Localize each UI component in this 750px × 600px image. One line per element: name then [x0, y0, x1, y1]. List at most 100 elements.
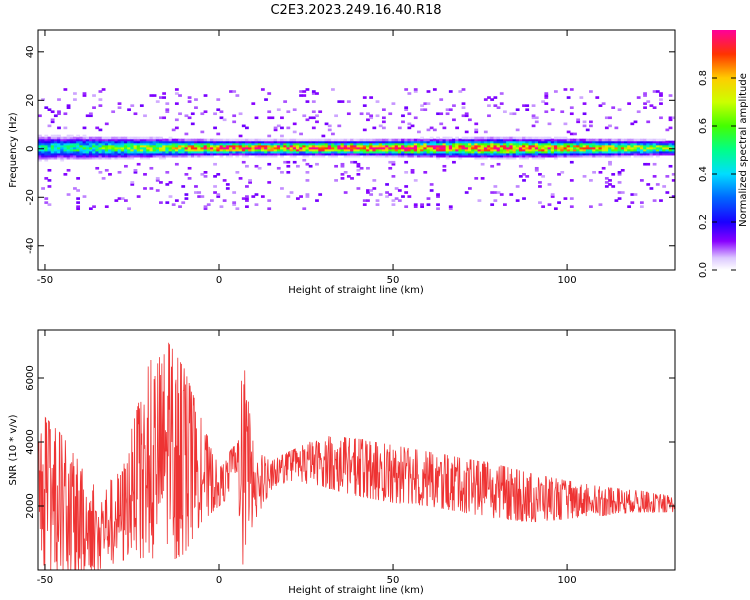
- heatmap-cell: [493, 156, 498, 160]
- heatmap-cell: [439, 138, 444, 142]
- heatmap-cell: [136, 144, 141, 148]
- heatmap-cell: [241, 124, 246, 128]
- heatmap-cell: [506, 142, 510, 146]
- heatmap-cell: [174, 142, 179, 146]
- heatmap-cell: [471, 154, 475, 158]
- heatmap-cell: [372, 150, 377, 154]
- heatmap-cell: [547, 136, 552, 140]
- heatmap-cell: [66, 148, 71, 152]
- heatmap-cell: [404, 108, 409, 111]
- heatmap-cell: [598, 138, 603, 142]
- heatmap-cell: [487, 142, 491, 146]
- heatmap-cell: [388, 112, 393, 116]
- heatmap-cell: [569, 142, 574, 146]
- heatmap-cell: [213, 152, 217, 156]
- heatmap-cell: [467, 138, 472, 142]
- heatmap-cell: [404, 171, 409, 174]
- heatmap-cell: [506, 138, 510, 142]
- heatmap-cell: [273, 126, 278, 130]
- heatmap-cell: [229, 142, 233, 146]
- heatmap-cell: [280, 144, 284, 148]
- heatmap-cell: [426, 128, 431, 132]
- heatmap-cell: [181, 138, 186, 142]
- heatmap-cell: [633, 140, 638, 144]
- heatmap-cell: [267, 199, 272, 202]
- heatmap-cell: [149, 138, 154, 142]
- heatmap-cell: [413, 205, 418, 208]
- heatmap-cell: [503, 142, 507, 146]
- heatmap-cell: [197, 150, 202, 154]
- heatmap-cell: [620, 144, 625, 148]
- heatmap-cell: [111, 140, 116, 144]
- heatmap-cell: [522, 156, 526, 160]
- heatmap-cell: [378, 152, 383, 156]
- heatmap-cell: [133, 144, 138, 148]
- heatmap-cell: [165, 138, 170, 142]
- heatmap-cell: [98, 90, 103, 93]
- heatmap-cell: [206, 154, 211, 158]
- heatmap-cell: [305, 118, 310, 122]
- heatmap-cell: [321, 138, 326, 142]
- heatmap-cell: [401, 146, 405, 150]
- heatmap-cell: [356, 148, 361, 152]
- heatmap-cell: [467, 187, 472, 190]
- heatmap-cell: [356, 146, 361, 150]
- heatmap-cell: [143, 187, 147, 190]
- heatmap-cell: [245, 199, 249, 202]
- heatmap-cell: [213, 148, 217, 152]
- heatmap-cell: [88, 146, 93, 150]
- heatmap-cell: [652, 148, 657, 152]
- heatmap-cell: [458, 150, 463, 154]
- heatmap-cell: [213, 191, 217, 194]
- heatmap-cell: [471, 148, 475, 152]
- heatmap-cell: [649, 150, 654, 154]
- heatmap-cell: [522, 138, 526, 142]
- heatmap-cell: [617, 152, 622, 156]
- heatmap-cell: [579, 154, 584, 158]
- heatmap-cell: [366, 138, 370, 142]
- heatmap-cell: [124, 142, 128, 146]
- heatmap-cell: [79, 140, 84, 144]
- heatmap-cell: [417, 138, 421, 142]
- heatmap-cell: [76, 142, 81, 146]
- heatmap-cell: [356, 138, 361, 142]
- heatmap-cell: [385, 154, 389, 158]
- heatmap-cell: [331, 88, 335, 91]
- heatmap-cell: [146, 144, 151, 148]
- heatmap-cell: [168, 195, 173, 198]
- heatmap-cell: [130, 152, 135, 156]
- heatmap-cell: [76, 156, 81, 160]
- heatmap-cell: [652, 144, 657, 148]
- heatmap-cell: [324, 152, 329, 156]
- heatmap-cell: [646, 162, 651, 166]
- heatmap-cell: [143, 152, 147, 156]
- heatmap-cell: [531, 138, 536, 142]
- heatmap-cell: [334, 150, 338, 154]
- heatmap-cell: [617, 140, 622, 144]
- heatmap-cell: [245, 140, 249, 144]
- heatmap-cell: [350, 177, 354, 180]
- heatmap-cell: [63, 152, 68, 156]
- heatmap-cell: [391, 203, 396, 206]
- heatmap-cell: [184, 138, 189, 142]
- heatmap-cell: [420, 150, 424, 154]
- heatmap-cell: [407, 138, 412, 142]
- heatmap-cell: [340, 100, 345, 103]
- heatmap-cell: [229, 150, 233, 154]
- heatmap-cell: [203, 110, 208, 114]
- heatmap-cell: [366, 166, 370, 170]
- heatmap-cell: [50, 138, 55, 142]
- heatmap-cell: [604, 138, 609, 142]
- heatmap-cell: [573, 142, 577, 146]
- heatmap-cell: [493, 148, 498, 152]
- heatmap-cell: [159, 116, 163, 120]
- heatmap-cell: [531, 146, 536, 150]
- heatmap-cell: [66, 134, 71, 138]
- heatmap-cell: [197, 191, 202, 194]
- heatmap-cell: [636, 142, 641, 146]
- heatmap-cell: [276, 148, 281, 152]
- heatmap-cell: [331, 138, 335, 142]
- heatmap-cell: [566, 140, 571, 144]
- heatmap-cell: [213, 142, 217, 146]
- heatmap-cell: [229, 90, 233, 93]
